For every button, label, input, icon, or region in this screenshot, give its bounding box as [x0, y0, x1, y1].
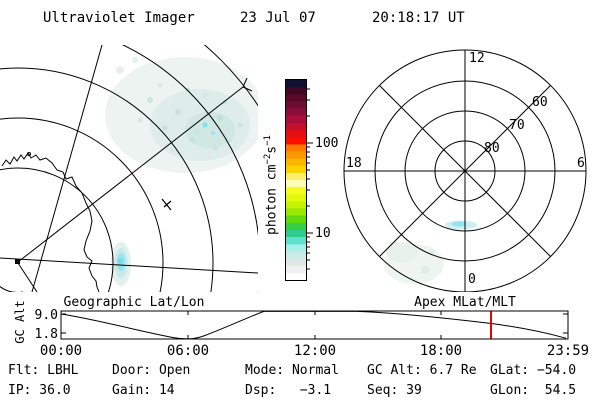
colorbar-unit-sup2: −1 [263, 135, 273, 146]
status-door: Door: Open [112, 363, 191, 378]
header-time: 20:18:17 UT [372, 10, 465, 26]
colorbar-tick-100: 100 [315, 136, 339, 151]
gc-alt-timeline-plot [60, 310, 569, 340]
mlt-label-18: 18 [346, 156, 362, 171]
mlt-axis-lines [344, 50, 586, 292]
mlat-label-80: 80 [484, 141, 500, 156]
apex-plot-caption: Apex MLat/MLT [414, 295, 516, 310]
mlt-label-6: 6 [577, 156, 585, 171]
status-ip: IP: 36.0 [8, 383, 71, 398]
colorbar-tick-10: 10 [315, 226, 331, 241]
map-radial-lines [0, 45, 258, 292]
timeline-xtick-3: 18:00 [419, 343, 463, 359]
timeline-xtick-0: 00:00 [39, 343, 83, 359]
geo-map-caption: Geographic Lat/Lon [63, 295, 205, 310]
status-glat: GLat: −54.0 [490, 363, 577, 378]
status-dsp: Dsp: −3.1 [245, 383, 332, 398]
aurora-patch-polar [384, 220, 477, 284]
status-mode: Mode: Normal [245, 363, 339, 378]
timeline-xtick-1: 06:00 [166, 343, 210, 359]
timeline-ytick-top: 9.0 [34, 308, 58, 323]
mlat-label-60: 60 [532, 95, 548, 110]
status-gain: Gain: 14 [112, 383, 175, 398]
timeline-ytick-bottom: 1.8 [34, 327, 58, 342]
header-date: 23 Jul 07 [240, 10, 316, 26]
page-title: Ultraviolet Imager [43, 10, 195, 26]
map-x-marker [161, 198, 172, 211]
colorbar-unit-label: photon cm−2s−1 [263, 85, 281, 285]
colorbar [285, 79, 307, 281]
colorbar-unit-mid: s [264, 145, 280, 154]
terminator-fork-marker [242, 77, 253, 92]
map-island-marker [27, 152, 31, 156]
mlat-label-70: 70 [509, 118, 525, 133]
colorbar-unit-prefix: photon cm [264, 164, 280, 235]
map-coastline [1, 152, 100, 292]
colorbar-ticks [306, 88, 313, 270]
status-gc-alt: GC Alt: 6.7 Re [367, 363, 477, 378]
apex-polar-plot: 12 18 6 0 80 70 60 [343, 49, 587, 292]
map-pole-marker [15, 259, 20, 264]
aurora-patch-main [105, 57, 258, 173]
geo-map-plot [0, 45, 258, 292]
colorbar-unit-sup1: −2 [263, 153, 273, 165]
mlt-label-12: 12 [469, 51, 485, 66]
timeline-ylabel: GC Alt [13, 300, 27, 344]
map-grid [0, 45, 258, 292]
gc-alt-curve [60, 310, 567, 340]
mlt-label-0: 0 [468, 272, 476, 287]
status-seq: Seq: 39 [367, 383, 422, 398]
status-glon: GLon: 54.5 [490, 383, 577, 398]
aurora-patch-bright [111, 242, 131, 286]
timeline-xtick-2: 12:00 [293, 343, 337, 359]
timeline-xtick-4: 23:59 [546, 343, 590, 359]
status-flt: Flt: LBHL [8, 363, 79, 378]
